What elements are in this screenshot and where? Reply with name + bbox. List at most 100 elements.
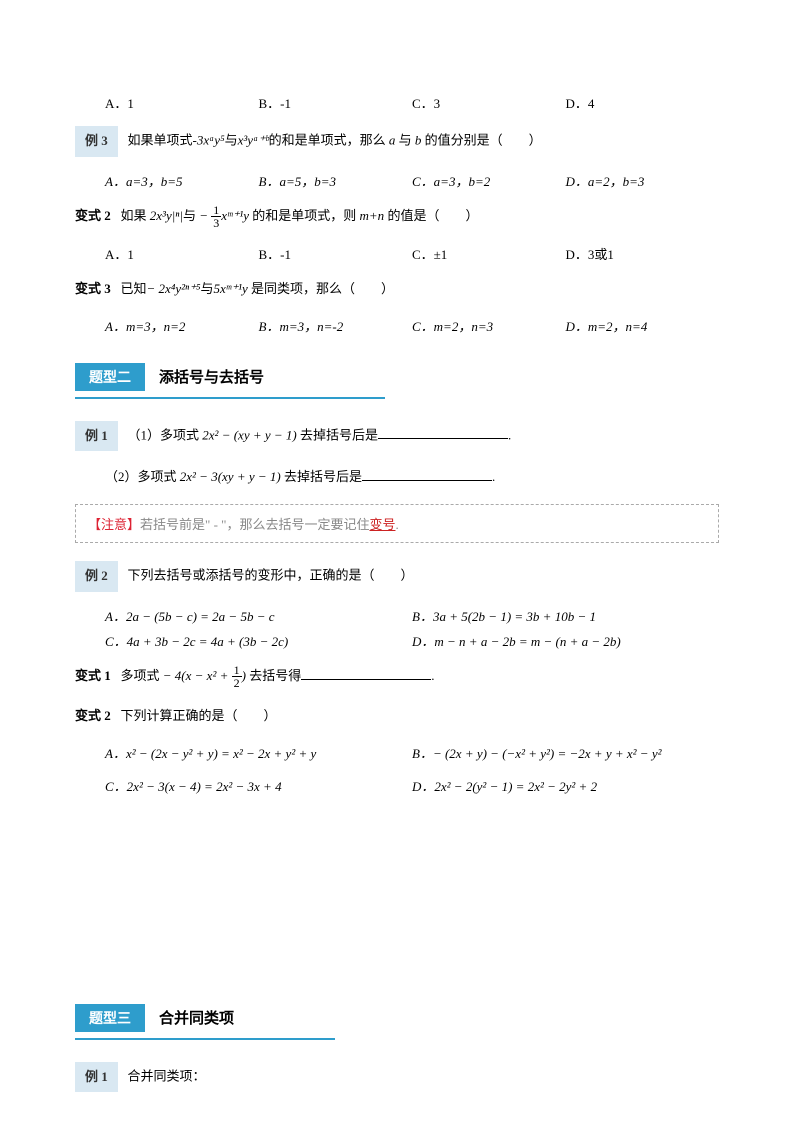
s2ex1-p2-post: 去掉括号后是 [281,469,362,484]
section-3-underline [75,1038,335,1040]
s2-example-2: 例 2 下列去括号或添括号的变形中，正确的是（ ） [75,561,719,592]
example-3: 例 3 如果单项式-3xᵃy⁵与x³yᵃ⁺ᵇ的和是单项式，那么 a 与 b 的值… [75,126,719,157]
blank-3 [301,666,431,680]
s2var2-d: D．2x² − 2(y² − 1) = 2x² − 2y² + 2 [412,776,719,795]
s2ex2-c: C．4a + 3b − 2c = 4a + (3b − 2c) [105,631,412,650]
tag-s2-ex2: 例 2 [75,561,118,592]
s2-example-1-p1: 例 1 （1）多项式 2x² − (xy + y − 1) 去掉括号后是. [75,421,719,452]
tag-s2-ex1: 例 1 [75,421,118,452]
ex3-expr2: x³yᵃ⁺ᵇ [238,132,269,147]
ex3-opt-c: C．a=3，b=2 [412,171,566,190]
s3-example-1: 例 1 合并同类项： [75,1062,719,1093]
s2-variant-1: 变式 1 多项式 − 4(x − x² + 12) 去括号得. [75,664,719,690]
s2ex1-p1-post: 去掉括号后是 [297,427,378,442]
ex3-post: 的值分别是（ ） [421,132,541,147]
ex3-options: A．a=3，b=5 B．a=5，b=3 C．a=3，b=2 D．a=2，b=3 [105,171,719,190]
var2-options: A．1 B．-1 C．±1 D．3或1 [105,244,719,263]
blank-1 [378,425,508,439]
option-c: C．3 [412,93,566,112]
var2-mid1: 与 [183,208,196,223]
var2-expr1: 2x³y|ⁿ| [150,208,183,223]
tag-variant-3: 变式 3 [75,281,111,296]
var3-opt-b: B．m=3，n=-2 [259,316,413,335]
ex3-opt-b: B．a=5，b=3 [259,171,413,190]
ex3-mid2: 的和是单项式，那么 [269,132,389,147]
var2-frac-den: 3 [211,217,221,230]
section-3-tag: 题型三 [75,1004,145,1032]
s2ex1-p1-expr: 2x² − (xy + y − 1) [202,427,296,442]
var3-mid1: 与 [201,281,214,296]
var3-pre: 已知 [121,281,147,296]
ex3-pre: 如果单项式 [128,132,193,147]
var2-mid2: 的和是单项式，则 [249,208,360,223]
s3ex1-text: 合并同类项： [128,1068,206,1083]
ex3-mid3: 与 [395,132,415,147]
var2-expr2: xᵐ⁺¹y [221,208,249,223]
s2ex1-p1-end: . [508,427,511,442]
option-b: B．-1 [259,93,413,112]
s2ex1-p2-end: . [492,469,495,484]
var2-mn: m+n [360,208,385,223]
var3-opt-d: D．m=2，n=4 [566,316,720,335]
s2var2-b: B．− (2x + y) − (−x² + y²) = −2x + y + x²… [412,743,719,762]
tag-s3-ex1: 例 1 [75,1062,118,1093]
ex3-expr1: -3xᵃy⁵ [193,132,225,147]
s2ex2-row2: C．4a + 3b − 2c = 4a + (3b − 2c) D．m − n … [105,631,719,650]
var3-opt-a: A．m=3，n=2 [105,316,259,335]
var2-opt-a: A．1 [105,244,259,263]
s2var1-post: 去括号得 [246,668,301,683]
notice-box: 【注意】若括号前是" - "，那么去括号一定要记住变号. [75,504,719,543]
s2var1-fraction: 12 [232,664,242,690]
s2ex2-q: 下列去括号或添括号的变形中，正确的是（ ） [128,567,414,582]
section-3-header: 题型三 合并同类项 [75,1004,719,1032]
var2-post: 的值是（ ） [384,208,478,223]
s2ex2-a: A．2a − (5b − c) = 2a − 5b − c [105,606,412,625]
var3-options: A．m=3，n=2 B．m=3，n=-2 C．m=2，n=3 D．m=2，n=4 [105,316,719,335]
notice-text: 若括号前是" - "，那么去括号一定要记住 [140,517,369,532]
s2var2-row2: C．2x² − 3(x − 4) = 2x² − 3x + 4 D．2x² − … [105,776,719,795]
tag-variant-2: 变式 2 [75,208,111,223]
variant-3: 变式 3 已知− 2x⁴y²ⁿ⁺⁵与5xᵐ⁺¹y 是同类项，那么（ ） [75,277,719,302]
s2var1-frac-den: 2 [232,677,242,690]
ex3-mid1: 与 [225,132,238,147]
s2var2-c: C．2x² − 3(x − 4) = 2x² − 3x + 4 [105,776,412,795]
s2var2-q: 下列计算正确的是（ ） [121,708,277,723]
s2ex1-p2-expr: 2x² − 3(xy + y − 1) [180,469,281,484]
section-2-underline [75,397,385,399]
s2var1-pre: 多项式 [121,668,163,683]
tag-s2-var1: 变式 1 [75,668,111,683]
var2-frac-num: 1 [211,204,221,218]
var3-post: 是同类项，那么（ ） [248,281,394,296]
s2ex2-row1: A．2a − (5b − c) = 2a − 5b − c B．3a + 5(2… [105,606,719,625]
section-3-title: 合并同类项 [159,1007,234,1028]
s2ex2-b: B．3a + 5(2b − 1) = 3b + 10b − 1 [412,606,719,625]
var3-opt-c: C．m=2，n=3 [412,316,566,335]
var3-expr2: 5xᵐ⁺¹y [214,281,248,296]
s2var1-frac-num: 1 [232,664,242,678]
option-d: D．4 [566,93,720,112]
var2-opt-b: B．-1 [259,244,413,263]
s2var1-end: . [431,668,434,683]
var3-expr1: − 2x⁴y²ⁿ⁺⁵ [147,281,201,296]
top-options-row: A．1 B．-1 C．3 D．4 [105,93,719,112]
s2ex2-d: D．m − n + a − 2b = m − (n + a − 2b) [412,631,719,650]
tag-s2-var2: 变式 2 [75,708,111,723]
s2-example-1-p2: （2）多项式 2x² − 3(xy + y − 1) 去掉括号后是. [105,465,719,490]
option-a: A．1 [105,93,259,112]
s2-variant-2: 变式 2 下列计算正确的是（ ） [75,704,719,729]
s2ex1-p2-pre: （2）多项式 [105,469,180,484]
tag-example-3: 例 3 [75,126,118,157]
variant-2: 变式 2 如果 2x³y|ⁿ|与 − 13xᵐ⁺¹y 的和是单项式，则 m+n … [75,204,719,230]
var2-pre: 如果 [121,208,150,223]
var2-opt-c: C．±1 [412,244,566,263]
spacer [75,801,719,976]
section-2-title: 添括号与去括号 [159,366,264,387]
s2var2-a: A．x² − (2x − y² + y) = x² − 2x + y² + y [105,743,412,762]
s2var2-row1: A．x² − (2x − y² + y) = x² − 2x + y² + y … [105,743,719,762]
var2-fraction: 13 [211,204,221,230]
s2ex1-p1-pre: （1）多项式 [128,427,203,442]
notice-emph: 变号 [369,517,395,532]
section-2-header: 题型二 添括号与去括号 [75,363,719,391]
ex3-opt-d: D．a=2，b=3 [566,171,720,190]
ex3-opt-a: A．a=3，b=5 [105,171,259,190]
